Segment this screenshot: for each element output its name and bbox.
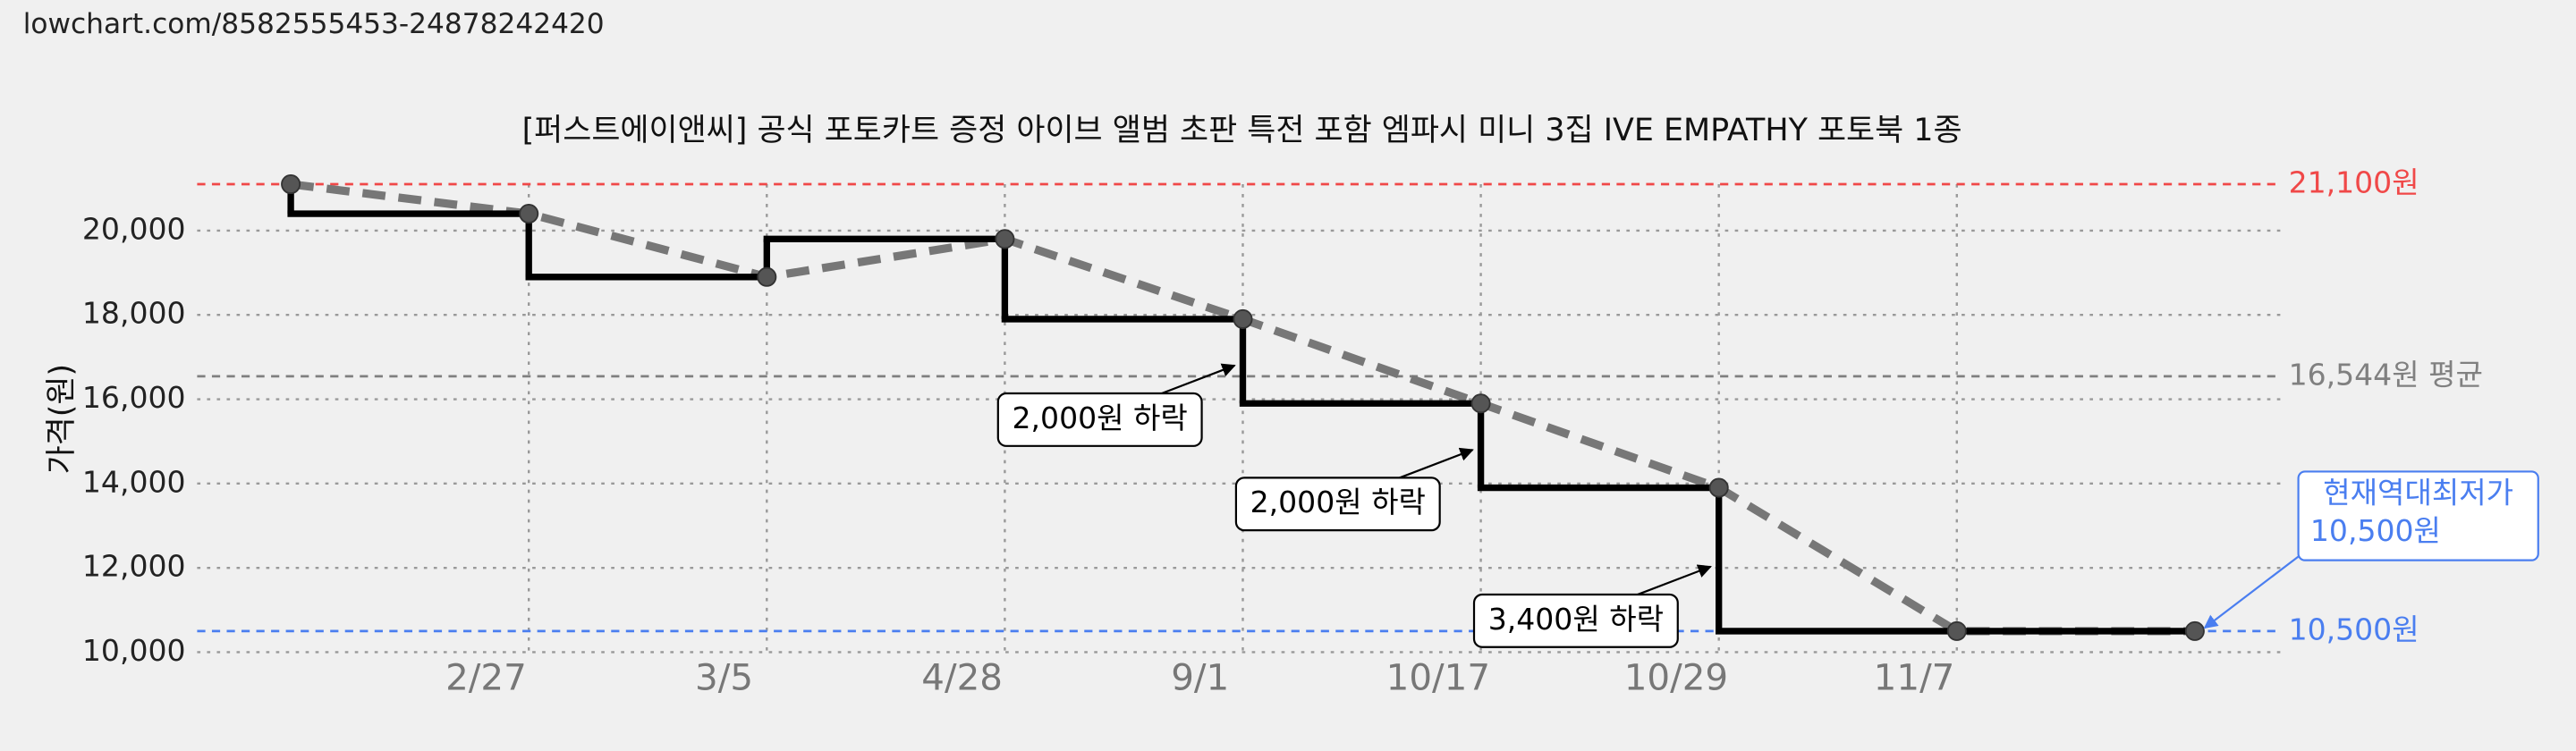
x-tick-label: 10/29: [1624, 656, 1728, 699]
x-tick-label: 4/28: [921, 656, 1003, 699]
data-point: [757, 266, 777, 287]
y-tick-label: 18,000: [82, 296, 186, 331]
annotation-label: 2,000원 하락: [1013, 401, 1188, 435]
data-point: [519, 204, 539, 224]
chart-title: [퍼스트에이앤씨] 공식 포토카트 증정 아이브 앨범 초판 특전 포함 엠파시…: [522, 113, 1962, 148]
lowest-box: [2297, 470, 2539, 561]
y-tick-label: 20,000: [82, 211, 186, 246]
annotation-box: [1472, 593, 1679, 648]
x-tick-label: 2/27: [445, 656, 527, 699]
lowest-value: 10,500원: [2310, 513, 2441, 548]
lowest-label: 현재역대최저가: [2323, 476, 2513, 511]
data-point: [1233, 308, 1253, 329]
data-point: [281, 174, 301, 195]
y-tick-label: 14,000: [82, 464, 186, 499]
data-point: [1708, 477, 1729, 498]
annotation-arrow: [1157, 363, 1236, 396]
annotation-label: 3,400원 하락: [1488, 602, 1664, 637]
x-tick-label: 10/17: [1386, 656, 1490, 699]
x-tick-label: 9/1: [1171, 656, 1229, 699]
reference-label: 10,500원: [2289, 612, 2419, 646]
lowest-arrow: [2203, 554, 2301, 629]
y-tick-label: 16,000: [82, 380, 186, 415]
data-point: [1946, 620, 1967, 641]
annotation-box: [996, 392, 1203, 447]
reference-label: 16,544원 평균: [2289, 357, 2483, 392]
x-tick-label: 3/5: [695, 656, 753, 699]
data-point: [2184, 620, 2205, 641]
y-tick-label: 10,000: [82, 633, 186, 668]
x-tick-label: 11/7: [1874, 656, 1955, 699]
y-tick-label: 12,000: [82, 549, 186, 584]
annotation-arrow: [1394, 447, 1474, 481]
annotation-box: [1234, 477, 1441, 532]
reference-label: 21,100원: [2289, 165, 2419, 200]
annotation-arrow: [1632, 564, 1712, 597]
data-point: [1470, 393, 1491, 414]
annotation-label: 2,000원 하락: [1250, 485, 1426, 519]
source-url: lowchart.com/8582555453-24878242420: [23, 8, 605, 40]
trend-line: [290, 180, 2195, 636]
y-axis-label: 가격(원): [44, 364, 80, 474]
data-point: [995, 229, 1015, 249]
